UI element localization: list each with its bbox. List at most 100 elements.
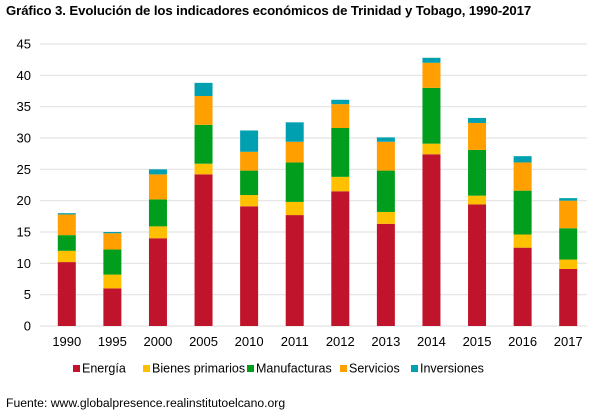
bar-segment-energía xyxy=(468,204,487,326)
y-tick-label: 10 xyxy=(17,256,31,271)
bar-segment-bienes-primarios xyxy=(148,226,167,239)
bar-stack-2012 xyxy=(331,99,350,326)
bar-stack-1995 xyxy=(103,232,122,326)
bar-stack-2010 xyxy=(240,130,259,326)
bar-segment-servicios xyxy=(103,233,122,250)
bar-segment-manufacturas xyxy=(559,228,578,260)
bar-stack-2013 xyxy=(376,137,395,326)
bar-segment-inversiones xyxy=(57,213,76,215)
bar-segment-servicios xyxy=(57,214,76,236)
legend-swatch xyxy=(143,365,150,372)
bar-stack-2017 xyxy=(559,198,578,326)
bar-segment-inversiones xyxy=(240,130,259,152)
x-tick-label: 2012 xyxy=(326,334,355,349)
bar-stack-2014 xyxy=(422,57,441,326)
bar-segment-inversiones xyxy=(148,169,167,175)
bar-segment-servicios xyxy=(513,162,532,191)
bar-segment-bienes-primarios xyxy=(422,143,441,155)
bar-segment-servicios xyxy=(468,122,487,150)
x-tick-label: 2005 xyxy=(189,334,218,349)
x-tick-label: 2015 xyxy=(463,334,492,349)
bar-segment-energía xyxy=(331,191,350,326)
x-tick-label: 2017 xyxy=(554,334,583,349)
bar-segment-energía xyxy=(240,206,259,326)
legend-label: Bienes primarios xyxy=(152,362,245,376)
bar-segment-servicios xyxy=(376,141,395,171)
bar-segment-energía xyxy=(376,223,395,326)
legend-label: Manufacturas xyxy=(256,362,332,376)
bar-segment-servicios xyxy=(285,141,304,163)
y-tick-label: 20 xyxy=(17,193,31,208)
bar-segment-bienes-primarios xyxy=(57,250,76,263)
bar-segment-manufacturas xyxy=(57,235,76,251)
legend-label: Inversiones xyxy=(420,362,484,376)
bar-segment-servicios xyxy=(194,96,213,125)
bar-stack-2005 xyxy=(194,82,213,326)
bar-segment-bienes-primarios xyxy=(331,176,350,192)
bar-segment-energía xyxy=(148,238,167,326)
bar-segment-energía xyxy=(285,215,304,326)
bar-segment-manufacturas xyxy=(376,170,395,212)
bar-segment-manufacturas xyxy=(103,249,122,275)
bar-segment-energía xyxy=(103,288,122,326)
bar-segment-inversiones xyxy=(422,57,441,63)
x-tick-label: 2000 xyxy=(143,334,172,349)
source-note: Fuente: www.globalpresence.realinstituto… xyxy=(6,396,286,410)
bar-segment-energía xyxy=(422,154,441,326)
legend-swatch xyxy=(411,365,418,372)
bar-segment-manufacturas xyxy=(513,190,532,235)
bar-segment-manufacturas xyxy=(285,162,304,202)
bar-segment-servicios xyxy=(148,174,167,200)
bar-stack-2015 xyxy=(468,117,487,326)
legend-label: Servicios xyxy=(349,362,400,376)
chart-title: Gráfico 3. Evolución de los indicadores … xyxy=(6,3,532,18)
y-tick-label: 45 xyxy=(17,37,31,52)
x-tick-label: 2014 xyxy=(417,334,446,349)
bar-stack-1990 xyxy=(57,213,76,326)
y-axis-ticks: 0 5 10 15 20 25 30 35 40 45 xyxy=(17,37,31,334)
x-tick-label: 2016 xyxy=(508,334,537,349)
x-tick-label: 2011 xyxy=(281,334,309,349)
bar-segment-inversiones xyxy=(513,156,532,163)
bar-segment-bienes-primarios xyxy=(285,201,304,216)
bar-segment-manufacturas xyxy=(240,170,259,196)
bar-stack-2000 xyxy=(148,169,167,326)
legend-swatch xyxy=(340,365,347,372)
y-tick-label: 40 xyxy=(17,68,31,83)
gridlines xyxy=(40,43,587,327)
legend: Energía Bienes primarios Manufacturas Servi… xyxy=(73,362,484,376)
bar-segment-manufacturas xyxy=(148,199,167,227)
bars xyxy=(57,57,578,326)
bar-segment-energía xyxy=(194,174,213,326)
legend-label: Energía xyxy=(82,362,126,376)
bar-stack-2016 xyxy=(513,156,532,326)
bar-segment-servicios xyxy=(559,200,578,229)
bar-segment-manufacturas xyxy=(331,127,350,177)
bar-segment-energía xyxy=(513,247,532,326)
legend-item: Energía xyxy=(73,362,126,376)
legend-swatch xyxy=(247,365,254,372)
bar-segment-inversiones xyxy=(559,198,578,201)
bar-segment-energía xyxy=(559,268,578,326)
bar-segment-inversiones xyxy=(285,122,304,142)
bar-segment-bienes-primarios xyxy=(513,234,532,248)
bar-segment-inversiones xyxy=(468,117,487,123)
legend-swatch xyxy=(73,365,80,372)
bar-segment-bienes-primarios xyxy=(194,163,213,175)
bar-segment-inversiones xyxy=(331,99,350,105)
bar-segment-inversiones xyxy=(194,82,213,97)
y-tick-label: 5 xyxy=(24,287,31,302)
bar-segment-inversiones xyxy=(103,232,122,234)
y-tick-label: 35 xyxy=(17,99,31,114)
bar-segment-manufacturas xyxy=(468,149,487,196)
bar-segment-bienes-primarios xyxy=(468,195,487,205)
legend-item: Servicios xyxy=(340,362,400,376)
bar-segment-servicios xyxy=(422,62,441,88)
bar-segment-bienes-primarios xyxy=(559,259,578,269)
bar-segment-bienes-primarios xyxy=(376,211,395,224)
y-tick-label: 25 xyxy=(17,162,31,177)
bar-segment-bienes-primarios xyxy=(103,274,122,289)
y-tick-label: 15 xyxy=(17,225,31,240)
x-tick-label: 2013 xyxy=(371,334,400,349)
